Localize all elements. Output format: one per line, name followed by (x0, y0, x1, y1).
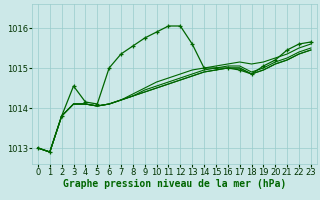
X-axis label: Graphe pression niveau de la mer (hPa): Graphe pression niveau de la mer (hPa) (63, 179, 286, 189)
